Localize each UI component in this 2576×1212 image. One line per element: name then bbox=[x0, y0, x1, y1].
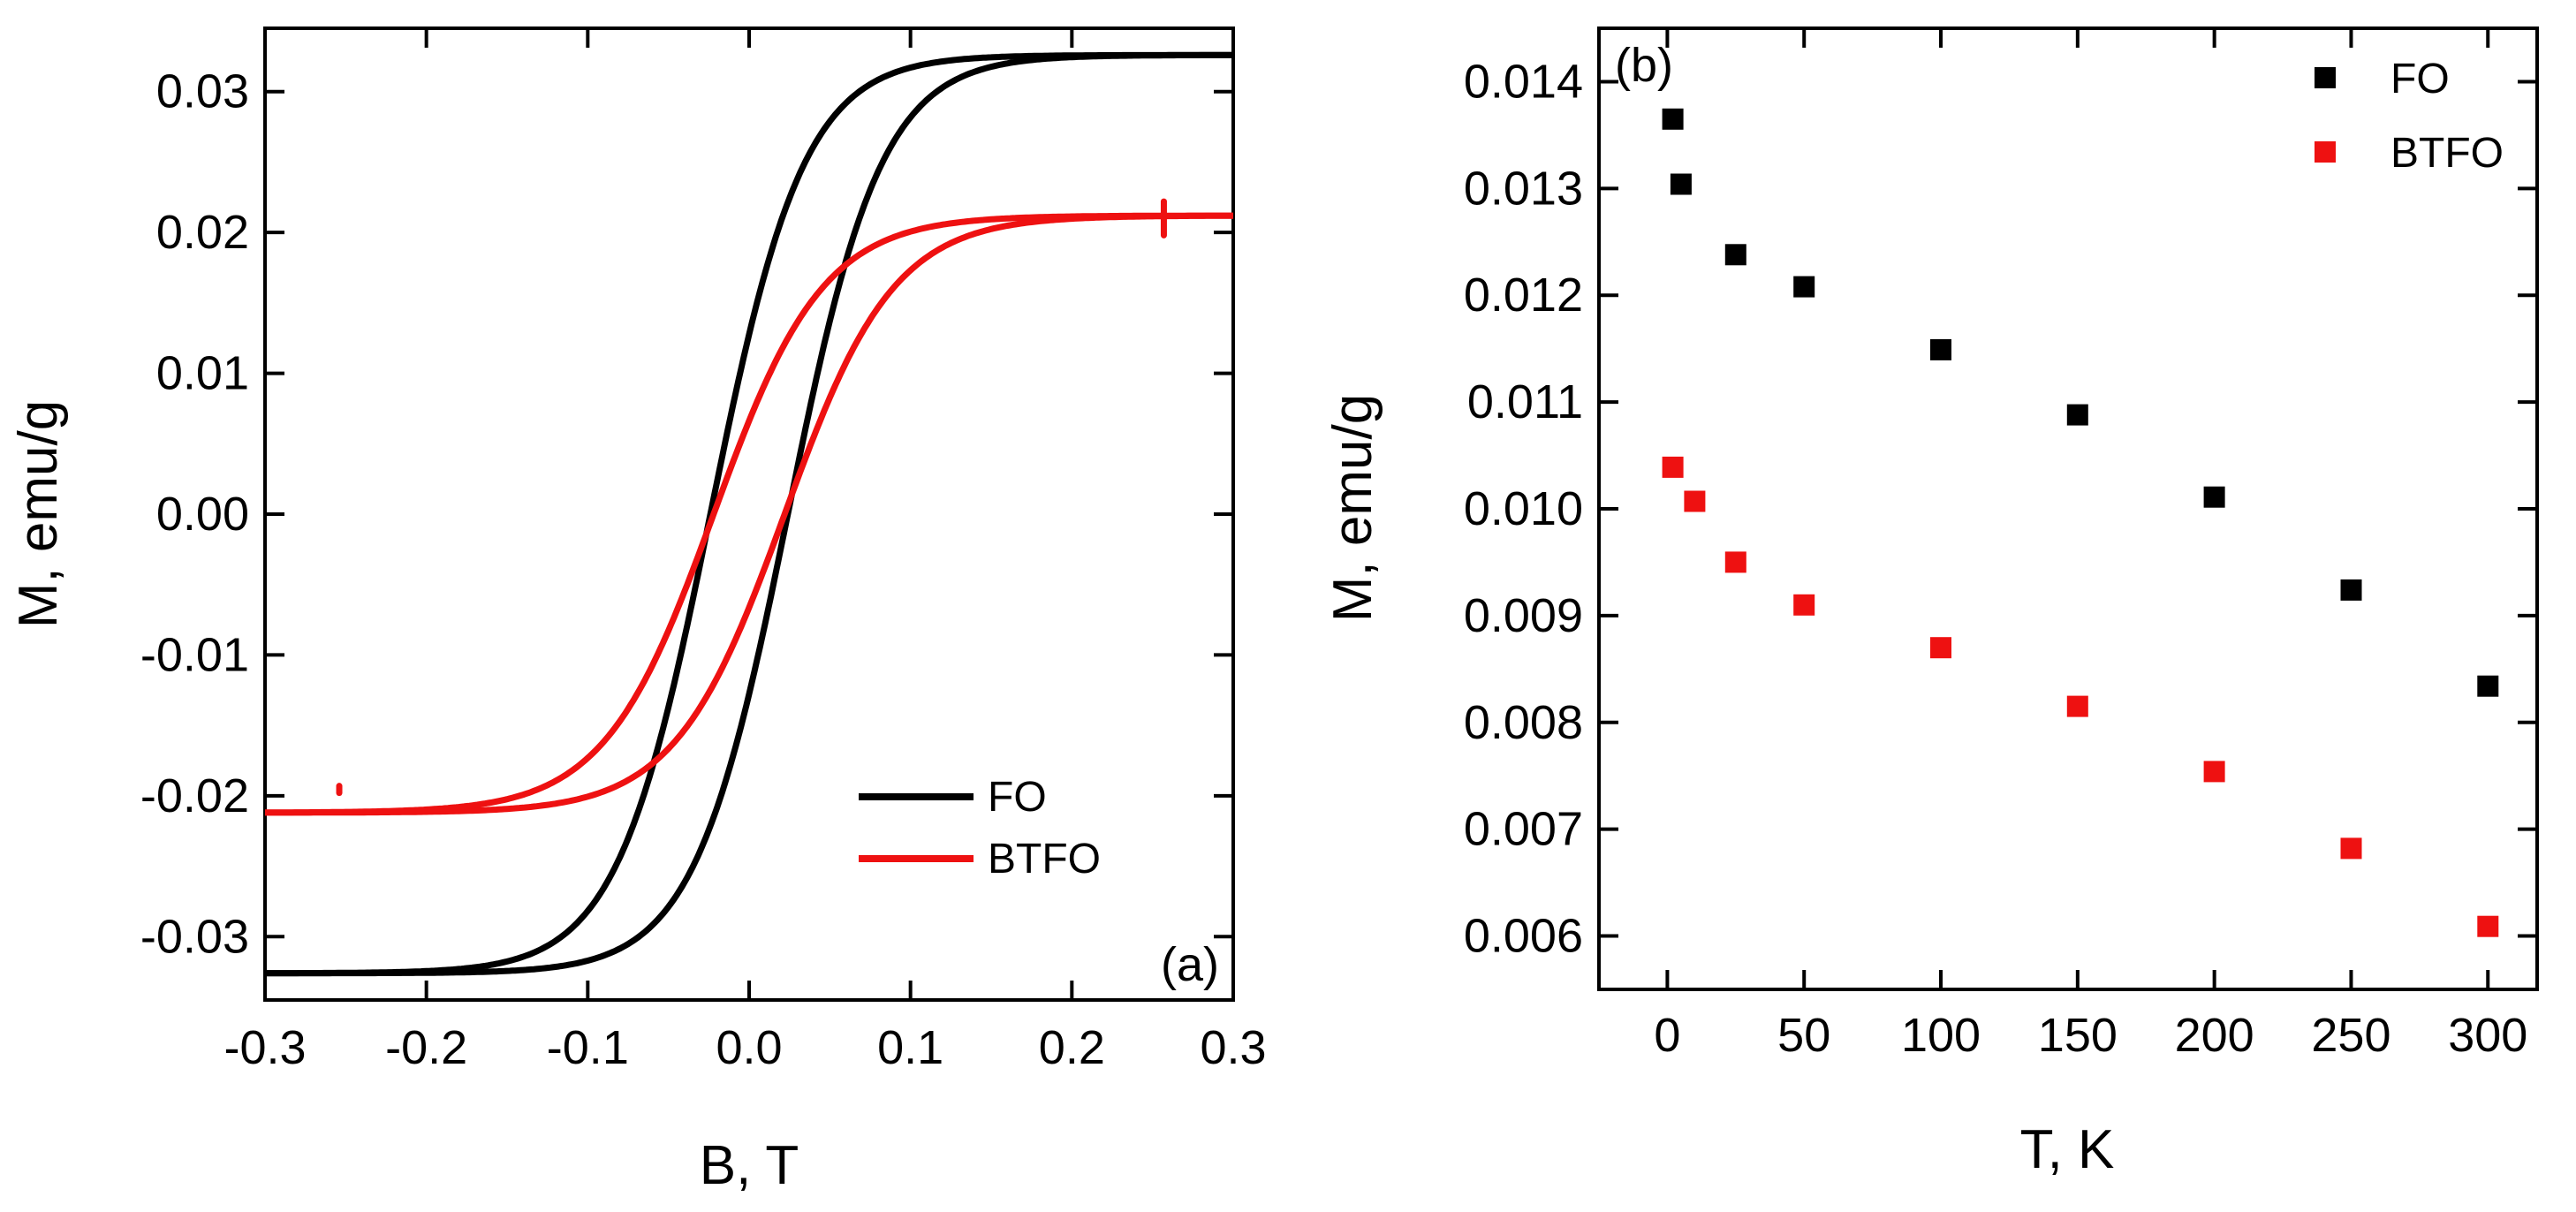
series-btfo-point bbox=[2340, 837, 2362, 860]
legend-btfo-label: BTFO bbox=[988, 836, 1101, 882]
legend-fo-label: FO bbox=[2390, 56, 2450, 102]
panel-a-x-axis-label: B, T bbox=[700, 1135, 799, 1196]
series-fo-point bbox=[1662, 108, 1684, 130]
panel-b-x-tick-label: 200 bbox=[2175, 1009, 2254, 1062]
legend-fo-label: FO bbox=[988, 774, 1047, 821]
panel-a-label: (a) bbox=[1161, 938, 1219, 991]
panel-a-curves bbox=[265, 51, 1233, 977]
panel-b-y-tick-label: 0.013 bbox=[1464, 162, 1583, 215]
panel-b-x-tick-label: 300 bbox=[2448, 1009, 2527, 1062]
series-btfo-descending-branch bbox=[265, 212, 1233, 816]
panel-b-x-tick-label: 0 bbox=[1654, 1009, 1680, 1062]
series-btfo-point bbox=[1662, 456, 1684, 478]
panel-b-legend: FO BTFO bbox=[2315, 56, 2504, 177]
series-fo-point bbox=[1724, 244, 1746, 266]
legend-btfo-marker bbox=[2315, 141, 2336, 163]
series-btfo-point bbox=[1793, 594, 1815, 616]
panel-b-y-tick-label: 0.006 bbox=[1464, 910, 1583, 963]
panel-a-y-tick-label: -0.03 bbox=[140, 910, 249, 963]
panel-a-y-axis-label: M, emu/g bbox=[8, 400, 69, 628]
panel-b-y-tick-label: 0.007 bbox=[1464, 803, 1583, 856]
panel-a-y-tick-label: -0.01 bbox=[140, 628, 249, 681]
panel-a-hysteresis: -0.3 -0.2 -0.1 0.0 0.1 0.2 0.3 -0.03 -0.02 -0.01 0… bbox=[8, 27, 1267, 1196]
panel-b-points bbox=[1662, 108, 2499, 937]
series-fo-point bbox=[2066, 404, 2088, 426]
series-btfo-ascending-branch bbox=[265, 212, 1233, 816]
series-btfo-point bbox=[1684, 490, 1706, 512]
panel-b-x-tick-label: 150 bbox=[2038, 1009, 2118, 1062]
series-btfo-point bbox=[2477, 915, 2499, 937]
series-fo-point bbox=[1930, 338, 1951, 360]
panel-a-y-tick-label: 0.02 bbox=[156, 206, 249, 259]
panel-b-y-tick-label: 0.011 bbox=[1467, 375, 1583, 428]
panel-a-x-tick-label: 0.1 bbox=[877, 1021, 943, 1074]
panel-b-y-tick-label: 0.014 bbox=[1464, 55, 1583, 108]
panel-a-x-tick-label: -0.1 bbox=[547, 1021, 629, 1074]
series-btfo-point bbox=[1930, 637, 1951, 659]
panel-a-x-tick-label: -0.2 bbox=[385, 1021, 467, 1074]
panel-a-y-tick-label: 0.01 bbox=[156, 347, 249, 400]
panel-a-y-tick-label: -0.02 bbox=[140, 769, 249, 822]
panel-b-x-axis-label: T, K bbox=[2020, 1119, 2115, 1180]
series-btfo-point bbox=[2203, 761, 2225, 783]
panel-b-x-tick-label: 250 bbox=[2311, 1009, 2390, 1062]
panel-b-y-tick-label: 0.010 bbox=[1464, 482, 1583, 535]
series-fo-ascending-branch bbox=[265, 51, 1233, 977]
panel-a-x-tick-label: 0.0 bbox=[716, 1021, 782, 1074]
legend-btfo-label: BTFO bbox=[2390, 130, 2504, 177]
panel-a-x-tick-label: 0.2 bbox=[1039, 1021, 1105, 1074]
panel-a-y-tick-label: 0.03 bbox=[156, 65, 249, 118]
panel-a-y-tick-label: 0.00 bbox=[156, 488, 249, 541]
series-btfo-point bbox=[1724, 551, 1746, 573]
panel-a-x-tick-label: 0.3 bbox=[1200, 1021, 1266, 1074]
panel-b-label: (b) bbox=[1615, 39, 1673, 92]
panel-b-y-axis-label: M, emu/g bbox=[1322, 394, 1383, 622]
series-fo-point bbox=[2340, 579, 2362, 601]
panel-b-x-tick-label: 50 bbox=[1777, 1009, 1830, 1062]
series-btfo-point bbox=[2066, 695, 2088, 717]
panel-b-y-tick-label: 0.008 bbox=[1464, 696, 1583, 749]
panel-b-y-tick-label: 0.009 bbox=[1464, 589, 1583, 642]
series-fo-point bbox=[2477, 675, 2499, 697]
series-fo-point bbox=[2203, 486, 2225, 508]
panel-a-legend: FO BTFO bbox=[859, 774, 1101, 882]
legend-fo-marker bbox=[2315, 67, 2336, 88]
panel-b-y-tick-label: 0.012 bbox=[1464, 269, 1583, 322]
panel-a-ticks: -0.3 -0.2 -0.1 0.0 0.1 0.2 0.3 -0.03 -0.02 -0.01 0… bbox=[140, 28, 1267, 1074]
series-fo-point bbox=[1793, 276, 1815, 298]
panel-b-ticks: 0 50 100 150 200 250 300 0.006 0.007 0.008 0.009 0.… bbox=[1464, 28, 2537, 1062]
panel-b-magnetization-vs-temperature: 0 50 100 150 200 250 300 0.006 0.007 0.008 0.009 0.… bbox=[1322, 27, 2539, 1180]
panel-b-x-tick-label: 100 bbox=[1901, 1009, 1981, 1062]
series-fo-point bbox=[1670, 173, 1692, 195]
panel-a-x-tick-label: -0.3 bbox=[224, 1021, 306, 1074]
